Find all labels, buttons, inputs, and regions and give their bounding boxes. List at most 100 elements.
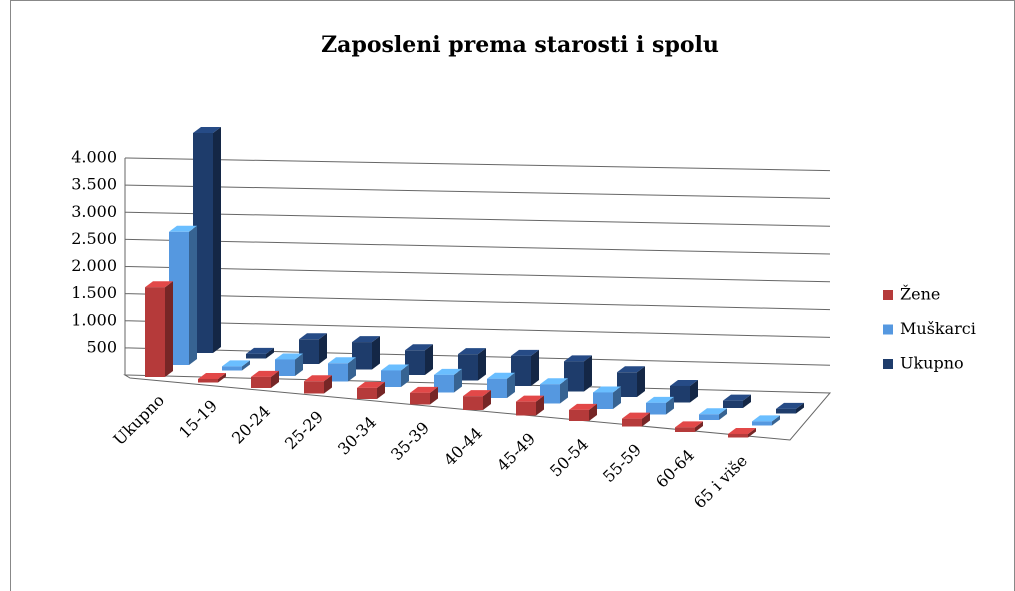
x-tick-label: 65 i više: [690, 451, 751, 512]
bar-side: [478, 348, 486, 381]
bar-front: [728, 433, 748, 438]
bar-side: [242, 360, 250, 371]
bar-front: [405, 350, 425, 375]
bar-front: [776, 408, 796, 414]
bar-top: [675, 421, 703, 428]
bar-front: [675, 427, 695, 432]
bar-top: [540, 378, 568, 385]
bar-top: [434, 368, 462, 375]
bar-front: [169, 231, 189, 365]
bar-front: [463, 396, 483, 410]
bar-side: [695, 421, 703, 432]
bar-front: [593, 392, 613, 409]
bar-side: [748, 427, 756, 438]
bar-side: [165, 281, 173, 377]
x-tick-label: 45-49: [493, 429, 539, 475]
bar-side: [271, 370, 279, 388]
bar-side: [218, 372, 226, 383]
bar-top: [246, 347, 274, 354]
bar: [617, 366, 645, 397]
bar: [752, 415, 780, 426]
x-tick-label: 15-19: [175, 396, 221, 442]
bar-front: [540, 384, 560, 404]
y-tick-label: 3.500: [71, 175, 117, 194]
bar-side: [425, 344, 433, 375]
bar-top: [410, 386, 438, 393]
bar-side: [454, 368, 462, 393]
bar-side: [372, 336, 380, 370]
bar-front: [617, 372, 637, 397]
bar: [328, 357, 356, 382]
bar-side: [613, 386, 621, 409]
bar-top: [304, 375, 332, 382]
bar-top: [381, 364, 409, 371]
bar: [304, 375, 332, 394]
bar-front: [670, 385, 690, 403]
bar-top: [564, 355, 592, 362]
grid-line: [124, 157, 831, 172]
bar-front: [622, 418, 642, 427]
bar-top: [728, 427, 756, 434]
bar-front: [145, 287, 165, 377]
bar: [593, 386, 621, 409]
legend-label: Ukupno: [900, 354, 964, 373]
x-tick-label: 50-54: [546, 435, 592, 481]
x-tick-label: 60-64: [652, 446, 698, 492]
x-tick-label: 30-34: [334, 413, 380, 459]
bar: [275, 353, 303, 376]
x-tick-label: 20-24: [228, 402, 274, 448]
bar-side: [637, 366, 645, 397]
bar-front: [487, 378, 507, 398]
bar-top: [405, 344, 433, 351]
y-tick-label: 3.000: [71, 202, 117, 221]
bar-top: [357, 381, 385, 388]
chart-title: Zaposleni prema starosti i spolu: [321, 32, 719, 58]
bar-top: [569, 403, 597, 410]
floor: [123, 374, 832, 441]
plot-area: [123, 157, 832, 441]
bar-side: [796, 402, 804, 414]
bar: [463, 390, 491, 410]
bar: [728, 427, 756, 438]
grid-line: [124, 293, 831, 311]
bar-side: [189, 225, 197, 365]
bar-front: [304, 381, 324, 394]
bar-front: [381, 370, 401, 387]
bar-front: [193, 133, 213, 353]
bar-top: [251, 370, 279, 377]
bar: [540, 378, 568, 404]
bar-side: [584, 355, 592, 392]
bar-side: [266, 347, 274, 359]
bar-top: [511, 349, 539, 356]
grid-line: [124, 184, 831, 199]
bar-side: [430, 386, 438, 405]
bar-front: [646, 402, 666, 415]
bar-front: [723, 400, 743, 408]
x-tick-label: 55-59: [599, 440, 645, 486]
bar: [357, 381, 385, 399]
grid-line: [124, 266, 831, 283]
legend-label: Žene: [900, 284, 940, 304]
legend-swatch: [883, 290, 893, 300]
bar-top: [458, 348, 486, 355]
bar-front: [251, 376, 271, 388]
bar-top: [352, 336, 380, 343]
bar-top: [169, 225, 197, 232]
y-tick-label: 1.500: [71, 283, 117, 302]
legend-label: Muškarci: [900, 319, 976, 338]
bar-top: [198, 372, 226, 379]
bar: [564, 355, 592, 392]
bar: [381, 364, 409, 387]
bar: [723, 394, 751, 408]
bar-side: [743, 394, 751, 408]
bar-top: [776, 402, 804, 409]
bar-top: [463, 390, 491, 397]
grid-line: [124, 320, 831, 338]
bar-front: [275, 359, 295, 376]
bar: [699, 408, 727, 420]
bar: [511, 349, 539, 386]
legend-swatch: [883, 359, 893, 369]
bar-side: [589, 403, 597, 421]
bar-side: [690, 379, 698, 403]
